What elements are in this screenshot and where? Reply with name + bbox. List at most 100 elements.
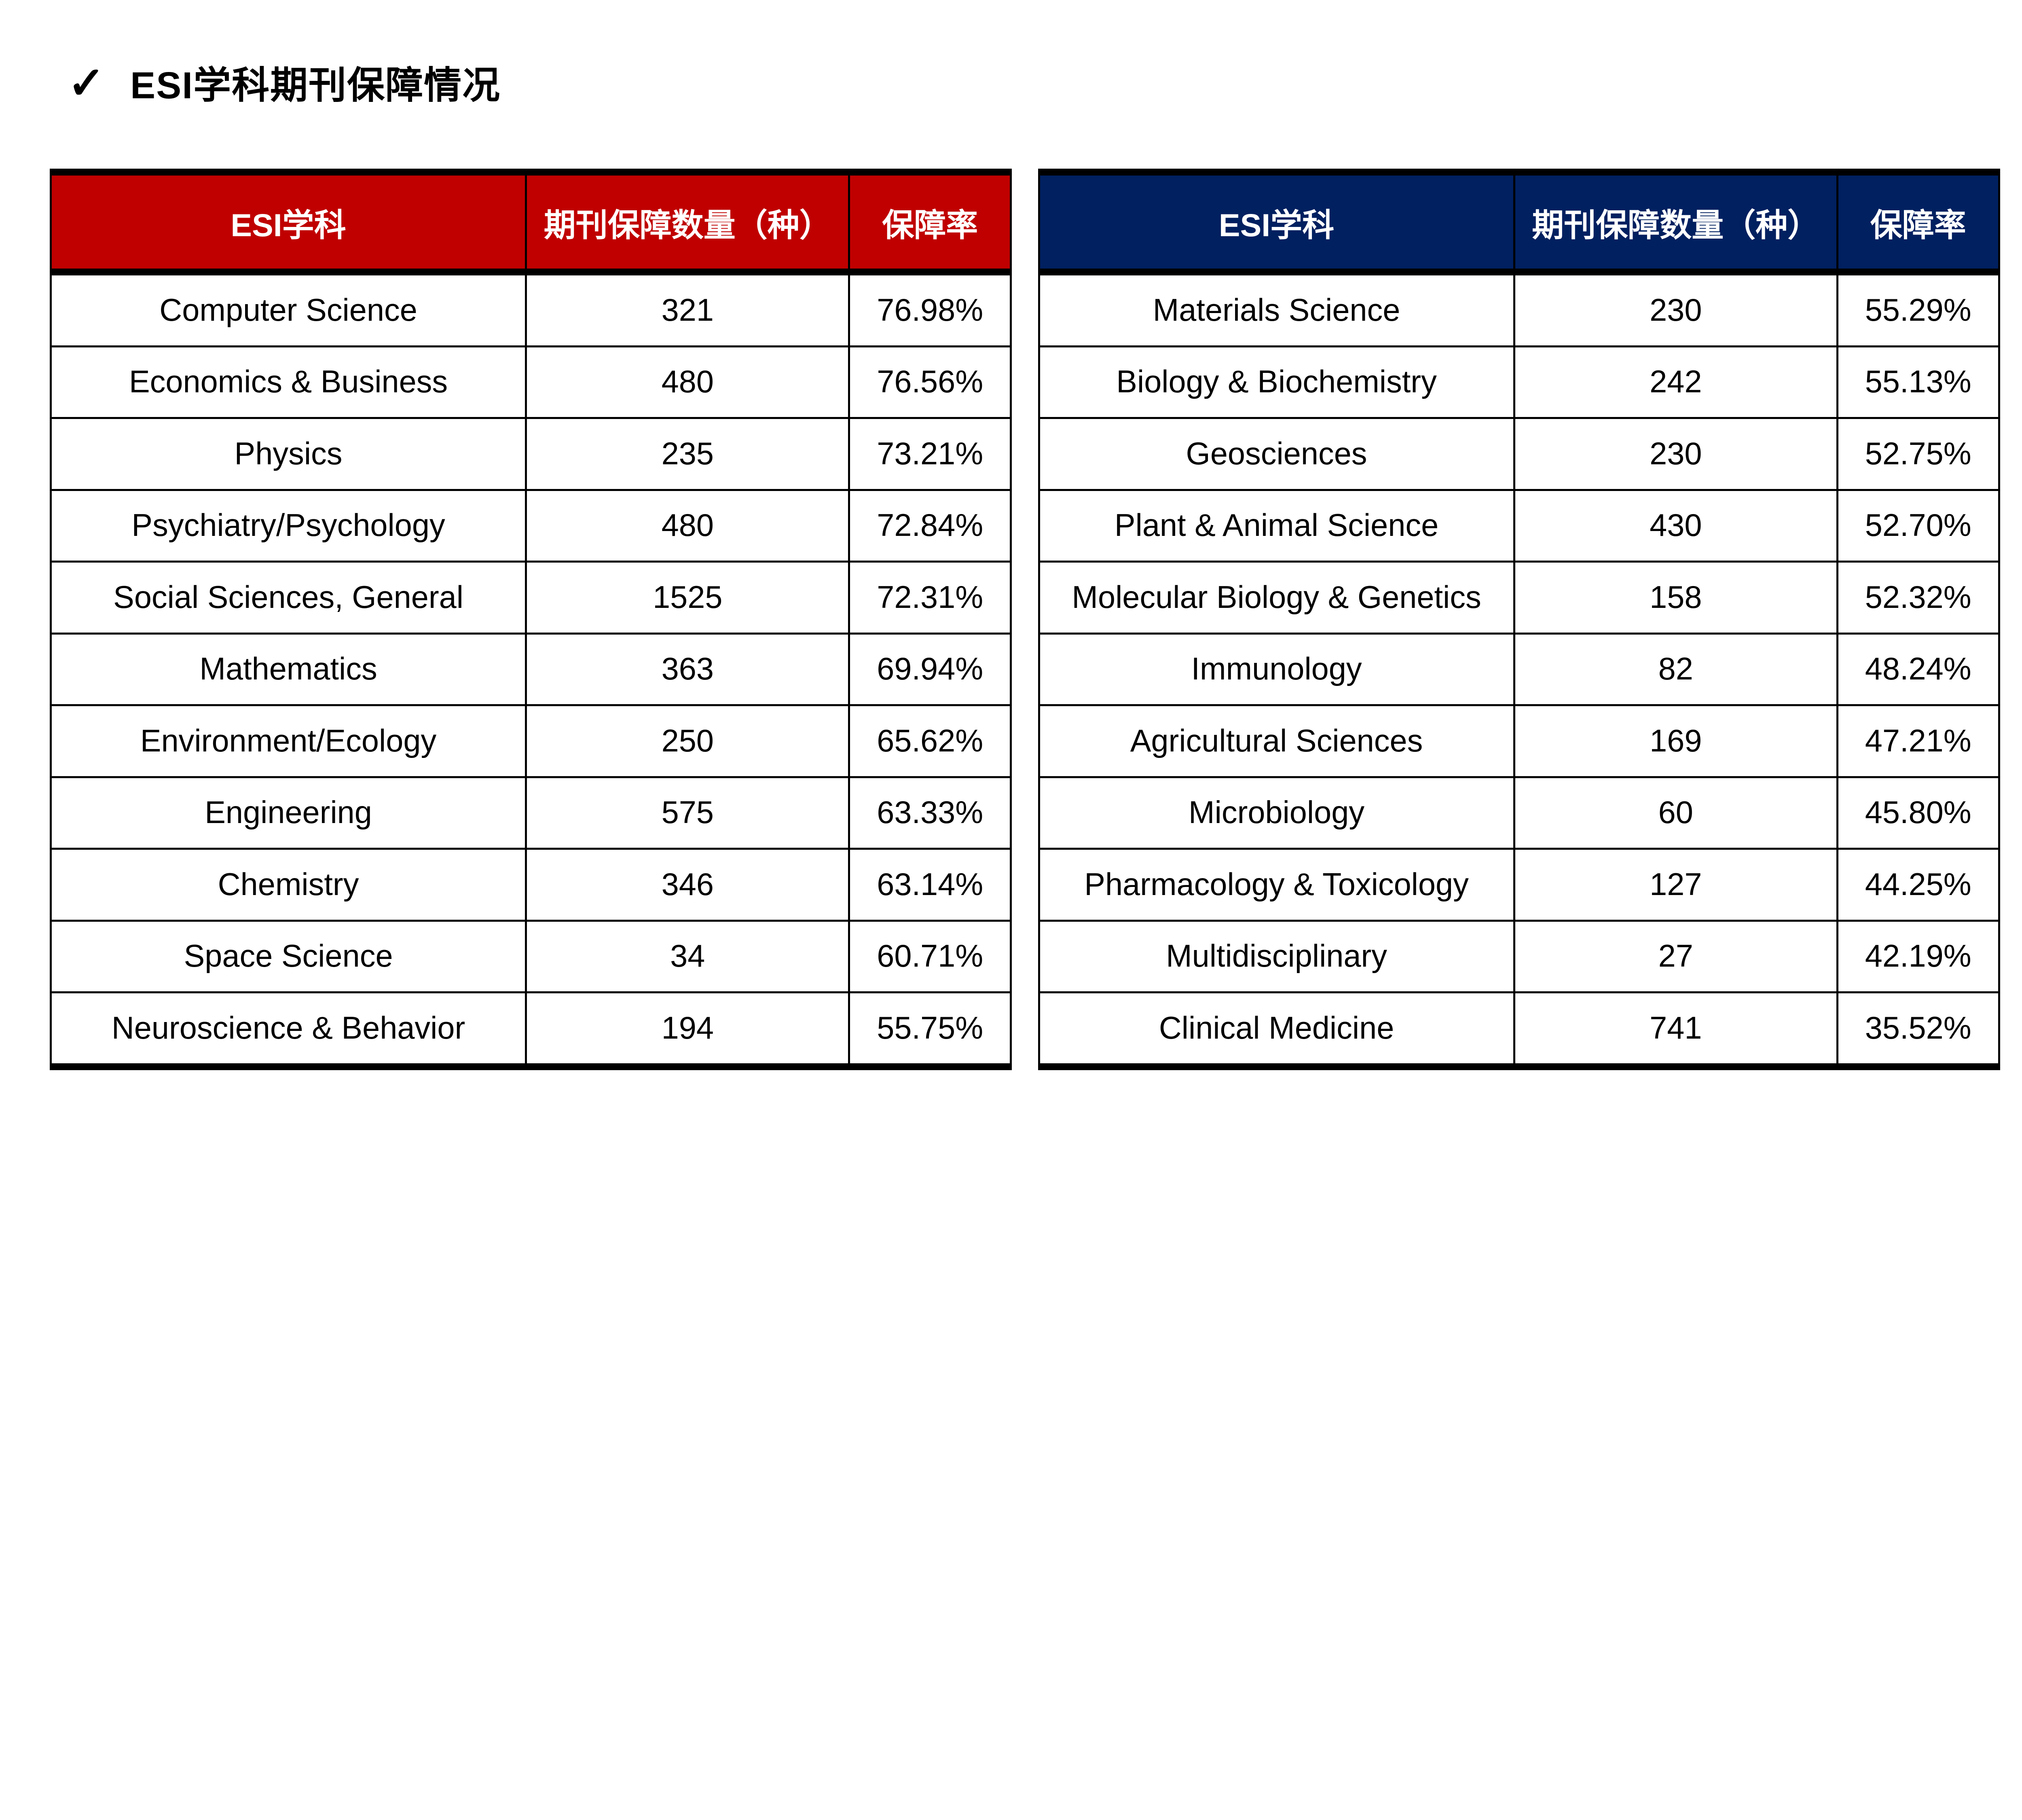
- table-row: Psychiatry/Psychology 480 72.84%: [49, 489, 1012, 563]
- col-header-subject: ESI学科: [49, 169, 527, 275]
- count-cell: 194: [525, 991, 850, 1070]
- subject-cell: Engineering: [49, 776, 527, 850]
- count-cell: 127: [1513, 848, 1838, 922]
- check-icon: ✓: [68, 58, 105, 108]
- subject-cell: Neuroscience & Behavior: [49, 991, 527, 1070]
- subject-cell: Space Science: [49, 919, 527, 993]
- col-header-count: 期刊保障数量（种）: [1513, 169, 1838, 275]
- subject-cell: Molecular Biology & Genetics: [1038, 561, 1515, 635]
- col-header-rate: 保障率: [1836, 169, 2000, 275]
- table-body: Materials Science 230 55.29% Biology & Bioc…: [1038, 271, 2000, 1070]
- table-row: Mathematics 363 69.94%: [49, 632, 1012, 706]
- count-cell: 230: [1513, 271, 1838, 347]
- rate-cell: 52.32%: [1836, 561, 2000, 635]
- rate-cell: 42.19%: [1836, 919, 2000, 993]
- table-row: Microbiology 60 45.80%: [1038, 776, 2000, 850]
- count-cell: 363: [525, 632, 850, 706]
- table-row: Agricultural Sciences 169 47.21%: [1038, 704, 2000, 778]
- rate-cell: 55.29%: [1836, 271, 2000, 347]
- subject-cell: Psychiatry/Psychology: [49, 489, 527, 563]
- subject-cell: Physics: [49, 417, 527, 491]
- rate-cell: 65.62%: [848, 704, 1012, 778]
- rate-cell: 35.52%: [1836, 991, 2000, 1070]
- count-cell: 250: [525, 704, 850, 778]
- col-header-count: 期刊保障数量（种）: [525, 169, 850, 275]
- subject-cell: Multidisciplinary: [1038, 919, 1515, 993]
- count-cell: 82: [1513, 632, 1838, 706]
- header-row: ESI学科 期刊保障数量（种） 保障率: [49, 169, 1012, 275]
- col-header-rate: 保障率: [848, 169, 1012, 275]
- rate-cell: 48.24%: [1836, 632, 2000, 706]
- esi-table-right: ESI学科 期刊保障数量（种） 保障率 Materials Science 230…: [1038, 169, 2000, 1070]
- table-row: Physics 235 73.21%: [49, 417, 1012, 491]
- table-row: Engineering 575 63.33%: [49, 776, 1012, 850]
- subject-cell: Social Sciences, General: [49, 561, 527, 635]
- count-cell: 230: [1513, 417, 1838, 491]
- rate-cell: 55.75%: [848, 991, 1012, 1070]
- table-row: Social Sciences, General 1525 72.31%: [49, 561, 1012, 635]
- table-row: Neuroscience & Behavior 194 55.75%: [49, 991, 1012, 1070]
- table-row: Pharmacology & Toxicology 127 44.25%: [1038, 848, 2000, 922]
- subject-cell: Geosciences: [1038, 417, 1515, 491]
- rate-cell: 72.31%: [848, 561, 1012, 635]
- rate-cell: 72.84%: [848, 489, 1012, 563]
- subject-cell: Plant & Animal Science: [1038, 489, 1515, 563]
- rate-cell: 76.98%: [848, 271, 1012, 347]
- rate-cell: 69.94%: [848, 632, 1012, 706]
- count-cell: 158: [1513, 561, 1838, 635]
- table-row: Materials Science 230 55.29%: [1038, 271, 2000, 347]
- slide-page: ✓ ESI学科期刊保障情况 ESI学科 期刊保障数量（种） 保障率 Comput…: [49, 58, 2000, 1070]
- table-row: Clinical Medicine 741 35.52%: [1038, 991, 2000, 1070]
- table-row: Geosciences 230 52.75%: [1038, 417, 2000, 491]
- table-row: Plant & Animal Science 430 52.70%: [1038, 489, 2000, 563]
- subject-cell: Materials Science: [1038, 271, 1515, 347]
- rate-cell: 63.14%: [848, 848, 1012, 922]
- table-row: Chemistry 346 63.14%: [49, 848, 1012, 922]
- rate-cell: 52.70%: [1836, 489, 2000, 563]
- page-title: ✓ ESI学科期刊保障情况: [68, 58, 501, 109]
- rate-cell: 52.75%: [1836, 417, 2000, 491]
- rate-cell: 47.21%: [1836, 704, 2000, 778]
- rate-cell: 55.13%: [1836, 345, 2000, 419]
- count-cell: 346: [525, 848, 850, 922]
- count-cell: 480: [525, 489, 850, 563]
- subject-cell: Immunology: [1038, 632, 1515, 706]
- table-row: Multidisciplinary 27 42.19%: [1038, 919, 2000, 993]
- table-row: Environment/Ecology 250 65.62%: [49, 704, 1012, 778]
- header-row: ESI学科 期刊保障数量（种） 保障率: [1038, 169, 2000, 275]
- subject-cell: Chemistry: [49, 848, 527, 922]
- count-cell: 34: [525, 919, 850, 993]
- rate-cell: 45.80%: [1836, 776, 2000, 850]
- rate-cell: 63.33%: [848, 776, 1012, 850]
- table-row: Space Science 34 60.71%: [49, 919, 1012, 993]
- count-cell: 169: [1513, 704, 1838, 778]
- count-cell: 480: [525, 345, 850, 419]
- count-cell: 1525: [525, 561, 850, 635]
- subject-cell: Clinical Medicine: [1038, 991, 1515, 1070]
- esi-table-left: ESI学科 期刊保障数量（种） 保障率 Computer Science 321 7…: [49, 169, 1012, 1070]
- table-row: Economics & Business 480 76.56%: [49, 345, 1012, 419]
- page-title-text: ESI学科期刊保障情况: [130, 64, 501, 106]
- subject-cell: Biology & Biochemistry: [1038, 345, 1515, 419]
- subject-cell: Environment/Ecology: [49, 704, 527, 778]
- col-header-subject: ESI学科: [1038, 169, 1515, 275]
- table-row: Computer Science 321 76.98%: [49, 271, 1012, 347]
- count-cell: 235: [525, 417, 850, 491]
- table-body: Computer Science 321 76.98% Economics & Bus…: [49, 271, 1012, 1070]
- rate-cell: 44.25%: [1836, 848, 2000, 922]
- rate-cell: 73.21%: [848, 417, 1012, 491]
- table-row: Immunology 82 48.24%: [1038, 632, 2000, 706]
- subject-cell: Agricultural Sciences: [1038, 704, 1515, 778]
- tables-container: ESI学科 期刊保障数量（种） 保障率 Computer Science 321 7…: [49, 169, 2000, 1070]
- subject-cell: Computer Science: [49, 271, 527, 347]
- count-cell: 60: [1513, 776, 1838, 850]
- count-cell: 242: [1513, 345, 1838, 419]
- subject-cell: Mathematics: [49, 632, 527, 706]
- table-row: Biology & Biochemistry 242 55.13%: [1038, 345, 2000, 419]
- subject-cell: Economics & Business: [49, 345, 527, 419]
- count-cell: 575: [525, 776, 850, 850]
- subject-cell: Microbiology: [1038, 776, 1515, 850]
- rate-cell: 60.71%: [848, 919, 1012, 993]
- count-cell: 321: [525, 271, 850, 347]
- count-cell: 430: [1513, 489, 1838, 563]
